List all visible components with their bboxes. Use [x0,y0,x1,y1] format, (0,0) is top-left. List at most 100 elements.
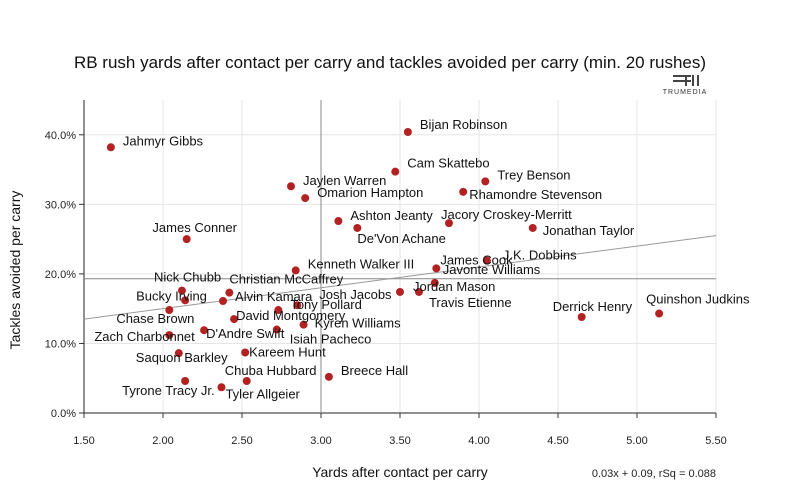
data-point[interactable] [106,143,115,152]
point-label: Tyrone Tracy Jr. [122,383,214,398]
data-point[interactable] [403,127,412,136]
point-label: Javonte Williams [443,262,541,277]
point-label: Travis Etienne [429,295,512,310]
point-label: Christian McCaffrey [229,272,343,287]
trumedia-logo: TRUMEDIA [663,75,708,96]
point-label: Trey Benson [497,167,570,182]
x-tick-label: 2.50 [231,435,252,447]
point-label: Jacory Croskey-Merritt [441,207,572,222]
point-label: Tyler Allgeier [225,386,300,401]
data-point[interactable] [481,177,490,186]
y-tick-label: 30.0% [45,199,76,211]
point-label: Alvin Kamara [235,289,313,304]
data-point[interactable] [181,377,190,386]
data-points [106,127,664,392]
point-label: Omarion Hampton [317,185,423,200]
data-point[interactable] [286,182,295,191]
data-point[interactable] [174,349,183,358]
x-tick-label: 5.50 [705,435,726,447]
data-point[interactable] [334,217,343,226]
data-point[interactable] [430,278,439,287]
data-point[interactable] [291,266,300,275]
point-labels: Jahmyr Gibbs Bijan Robinson Cam Skattebo Tr… [94,117,750,401]
y-axis-ticks: 0.0% 10.0% 20.0% 30.0% 40.0% [45,130,84,420]
point-label: Tony Pollard [290,297,362,312]
trumedia-mark-icon [673,75,699,86]
data-point[interactable] [217,383,226,392]
data-point[interactable] [459,187,468,196]
point-label: De'Von Achane [357,231,446,246]
data-point[interactable] [414,287,423,296]
point-label: Chase Brown [116,311,194,326]
grid [84,100,717,413]
data-point[interactable] [165,306,174,315]
point-label: Breece Hall [341,363,408,378]
reference-lines [83,100,717,413]
point-label: Kenneth Walker III [308,256,414,271]
point-label: J.K. Dobbins [503,248,577,263]
point-label: Kyren Williams [315,316,401,331]
x-axis-label: Yards after contact per carry [312,464,488,480]
data-point[interactable] [324,372,333,381]
data-point[interactable] [655,309,664,318]
point-label: Bucky Irving [136,288,207,303]
x-tick-label: 3.00 [310,435,331,447]
point-label: Jahmyr Gibbs [123,133,204,148]
x-tick-label: 2.00 [152,435,173,447]
data-point[interactable] [241,348,250,357]
regression-equation: 0.03x + 0.09, rSq = 0.088 [592,468,716,480]
point-label: Saquon Barkley [136,350,228,365]
data-point[interactable] [299,320,308,329]
data-point[interactable] [391,167,400,176]
y-tick-label: 40.0% [45,130,76,142]
data-point[interactable] [200,326,209,335]
data-point[interactable] [272,325,281,334]
data-point[interactable] [482,256,491,265]
point-label: Jordan Mason [413,279,495,294]
y-tick-label: 10.0% [45,338,76,350]
data-point[interactable] [274,306,283,315]
point-label: Ashton Jeanty [350,208,433,223]
point-label: Rhamondre Stevenson [469,187,602,202]
logo-text: TRUMEDIA [663,89,708,96]
point-label: Quinshon Judkins [646,292,750,307]
regression-line [83,235,717,320]
x-tick-label: 1.50 [73,435,94,447]
x-axis-ticks: 1.50 2.00 2.50 3.00 3.50 4.00 4.50 5.00 5.50 [73,413,727,447]
point-label: James Conner [152,220,237,235]
data-point[interactable] [165,331,174,340]
point-label: Nick Chubb [154,270,221,285]
point-label: Isiah Pacheco [290,332,372,347]
y-axis-label: Tackles avoided per carry [7,191,23,350]
point-label: Kareem Hunt [249,344,326,359]
data-point[interactable] [177,286,186,295]
data-point[interactable] [396,287,404,296]
data-point[interactable] [444,219,453,228]
data-point[interactable] [301,194,310,203]
data-point[interactable] [353,223,362,232]
data-point[interactable] [230,315,239,324]
point-label: Cam Skattebo [407,156,489,171]
point-label: Zach Charbonnet [94,329,195,344]
point-label: Bijan Robinson [420,117,507,132]
data-point[interactable] [225,288,234,297]
point-label: James Cook [440,252,513,267]
x-tick-label: 5.00 [626,435,647,447]
point-label: Jaylen Warren [303,173,386,188]
x-tick-label: 3.50 [389,435,410,447]
point-label: Josh Jacobs [319,287,392,302]
data-point[interactable] [182,235,191,244]
data-point[interactable] [528,223,537,232]
data-point[interactable] [293,301,302,310]
data-point[interactable] [432,264,441,273]
data-point[interactable] [181,296,190,305]
data-point[interactable] [242,377,251,386]
point-label: David Montgomery [236,308,346,323]
data-point[interactable] [577,313,586,322]
point-label: D'Andre Swift [206,326,285,341]
point-label: Chuba Hubbard [225,363,317,378]
x-tick-label: 4.00 [468,435,489,447]
data-point[interactable] [219,297,228,306]
point-label: Derrick Henry [553,299,633,314]
